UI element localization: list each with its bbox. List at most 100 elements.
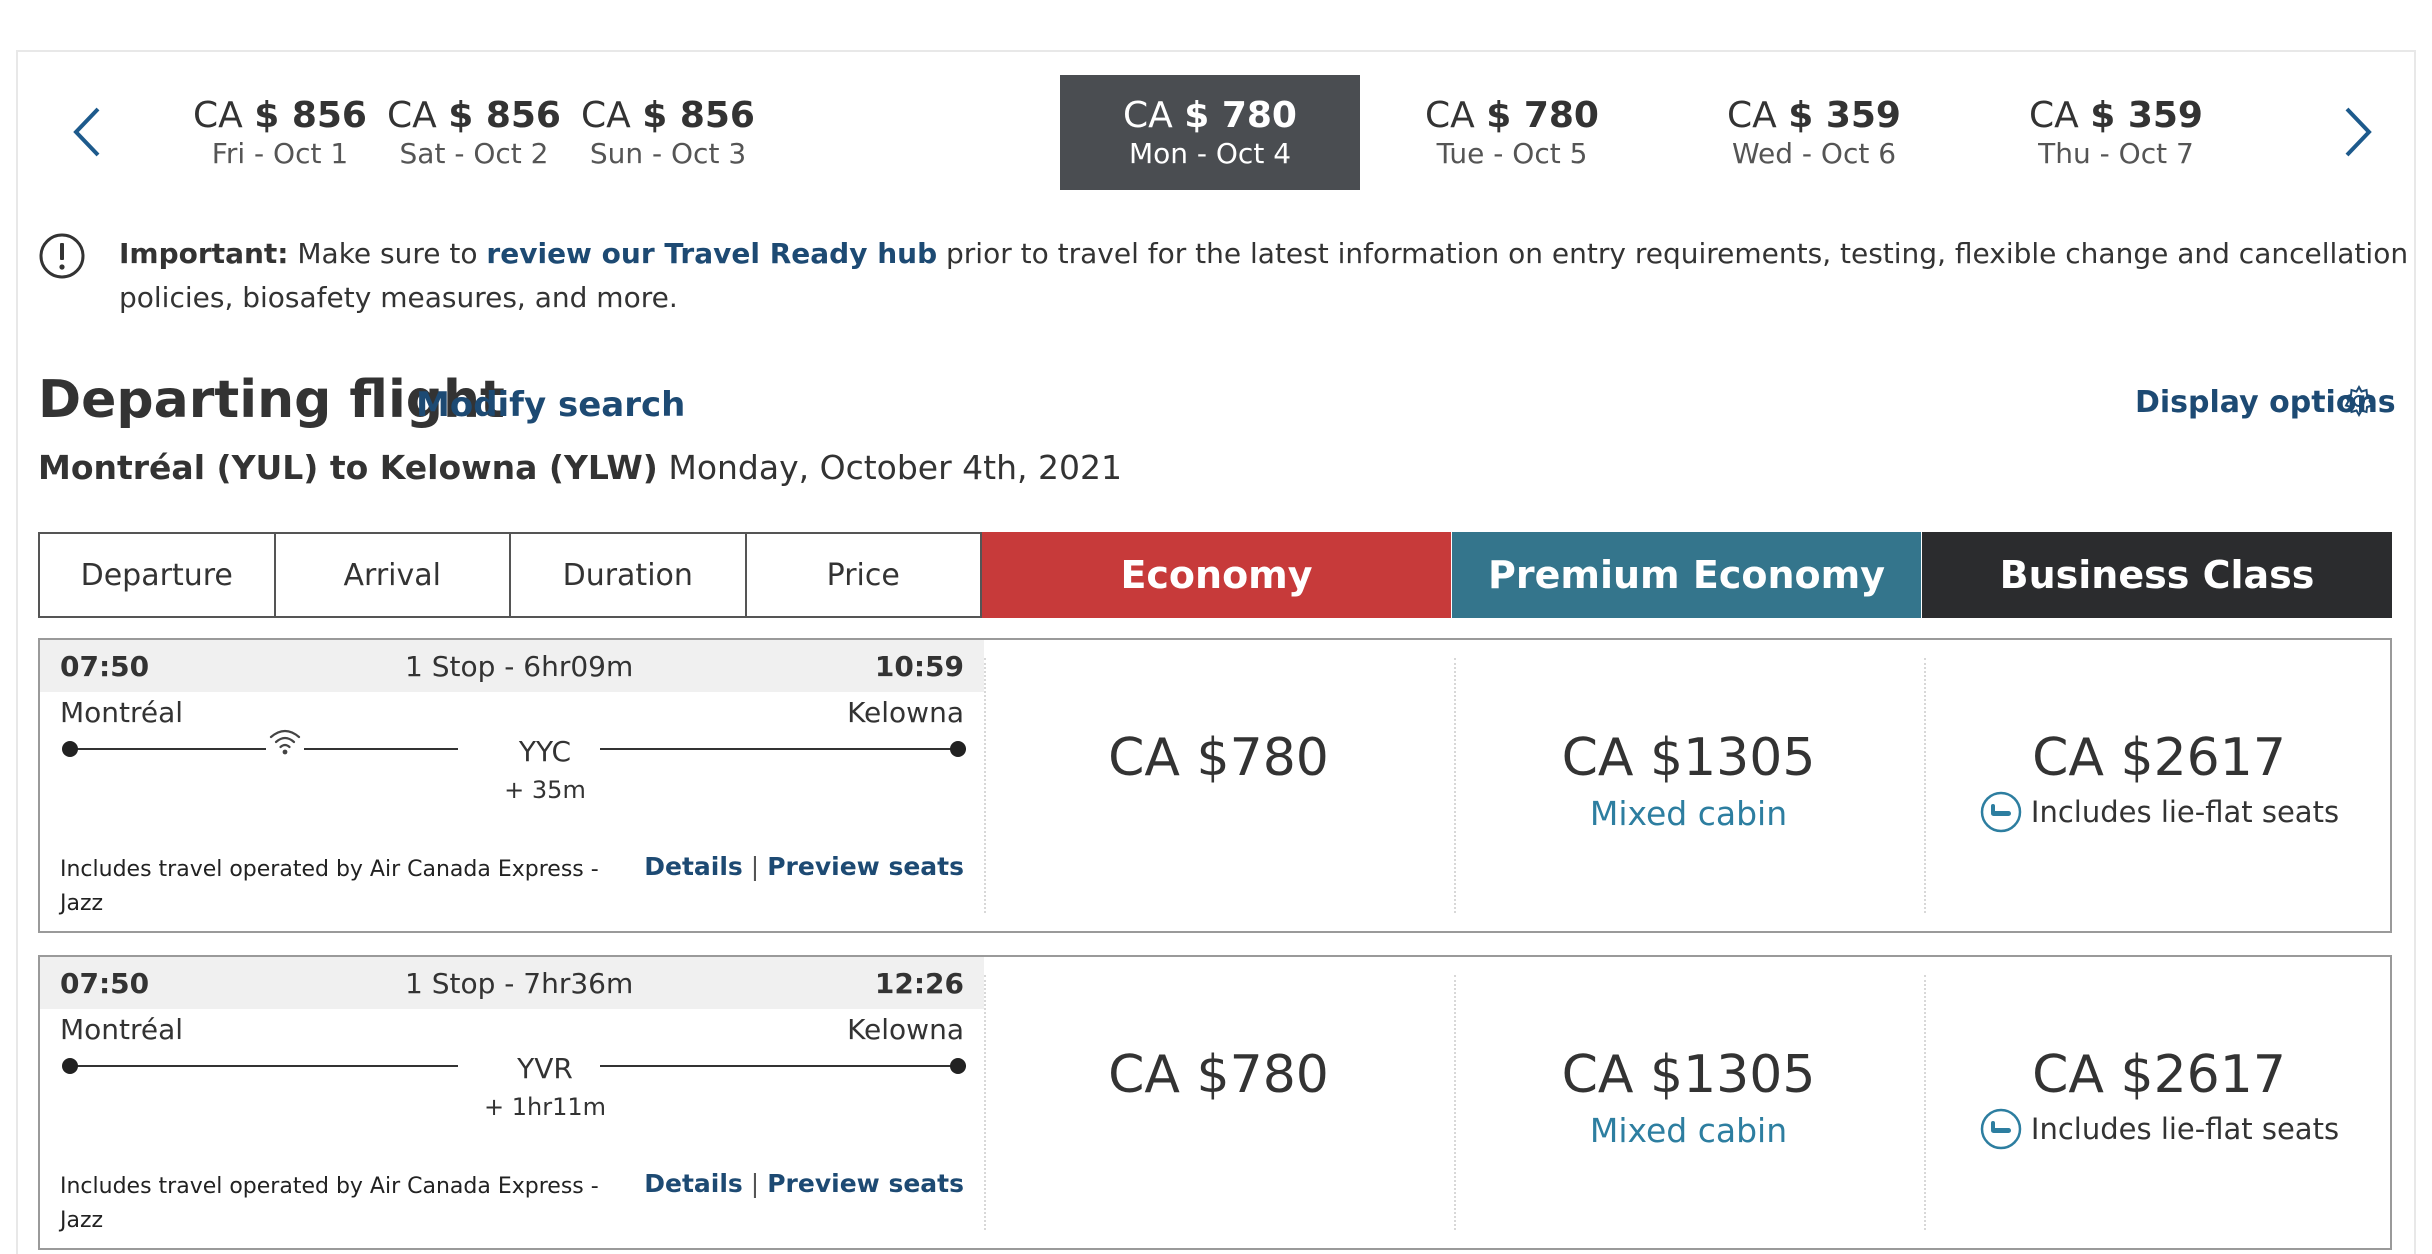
- details-link[interactable]: Details: [644, 1169, 743, 1198]
- notice-label: Important:: [119, 237, 289, 270]
- date-option[interactable]: CA $ 856 Sun - Oct 3: [518, 75, 818, 190]
- notice-text-before: Make sure to: [288, 237, 487, 270]
- link-separator: |: [750, 852, 760, 881]
- operator-note: Includes travel operated by Air Canada E…: [60, 857, 599, 916]
- departure-time: 07:50: [60, 650, 150, 683]
- sort-duration-button[interactable]: Duration: [511, 534, 747, 616]
- cabin-header-business[interactable]: Business Class: [1922, 532, 2392, 618]
- route-summary: Montréal (YUL) to Kelowna (YLW) Monday, …: [38, 448, 1122, 487]
- cabin-header-premium-economy[interactable]: Premium Economy: [1452, 532, 1921, 618]
- lie-flat-seat-icon: [1980, 791, 2022, 833]
- operator-note: Includes travel operated by Air Canada E…: [60, 1174, 599, 1233]
- flight-summary-bar: [40, 640, 984, 692]
- fare-price: CA $2617: [2032, 728, 2286, 788]
- sort-arrival-button[interactable]: Arrival: [276, 534, 511, 616]
- sort-price-button[interactable]: Price: [826, 557, 900, 593]
- route-line: [600, 748, 966, 750]
- date-label: Fri - Oct 1: [211, 137, 349, 170]
- lie-flat-label: Includes lie-flat seats: [2030, 795, 2340, 829]
- page-title: Departing flight: [38, 370, 505, 430]
- arrival-time: 10:59: [874, 650, 964, 683]
- fare-price: CA $1305: [1561, 728, 1816, 788]
- results-panel: [16, 50, 2416, 1254]
- lie-flat-note: Includes lie-flat seats: [1979, 1107, 2339, 1151]
- layover-duration: + 1hr11m: [483, 1093, 606, 1121]
- chevron-right-icon: [2345, 107, 2372, 157]
- date-price: CA $ 359: [2029, 95, 2203, 136]
- travel-ready-link[interactable]: review our Travel Ready hub: [486, 237, 938, 270]
- date-price: CA $ 856: [193, 95, 367, 136]
- fare-economy[interactable]: CA $780: [984, 957, 1453, 1248]
- destination-city: Kelowna: [847, 1013, 964, 1046]
- route-cities: Montréal (YUL) to Kelowna (YLW): [38, 448, 658, 487]
- sort-departure-button[interactable]: Departure: [40, 534, 276, 616]
- fare-business[interactable]: CA $2617 Includes lie-flat seats: [1924, 957, 2394, 1248]
- date-label: Mon - Oct 4: [1128, 137, 1292, 170]
- flight-links: Details | Preview seats: [644, 1169, 964, 1198]
- date-option[interactable]: CA $ 359 Wed - Oct 6: [1664, 75, 1964, 190]
- next-dates-button[interactable]: [2325, 97, 2385, 167]
- destination-city: Kelowna: [847, 696, 964, 729]
- preview-seats-link[interactable]: Preview seats: [767, 852, 964, 881]
- fare-price: CA $1305: [1561, 1045, 1816, 1105]
- route-line: [68, 748, 458, 750]
- stops-duration: 1 Stop - 7hr36m: [405, 967, 634, 1000]
- departure-time: 07:50: [60, 967, 150, 1000]
- column-divider: [1454, 658, 1456, 913]
- connection-airport: YYC: [518, 735, 572, 768]
- origin-dot: [62, 741, 78, 757]
- column-divider: [1454, 975, 1456, 1230]
- date-label: Wed - Oct 6: [1731, 137, 1897, 170]
- date-label: Tue - Oct 5: [1436, 137, 1588, 170]
- date-label: Sat - Oct 2: [399, 137, 549, 170]
- wifi-icon: [266, 726, 304, 756]
- date-option[interactable]: CA $ 780 Tue - Oct 5: [1362, 75, 1662, 190]
- fare-economy[interactable]: CA $780: [984, 640, 1453, 931]
- fare-price: CA $780: [1108, 728, 1329, 788]
- fare-business[interactable]: CA $2617 Includes lie-flat seats: [1924, 640, 2394, 931]
- date-price: CA $ 780: [1425, 95, 1599, 136]
- flight-links: Details | Preview seats: [644, 852, 964, 881]
- connection-airport: YVR: [517, 1052, 573, 1085]
- modify-search-link[interactable]: Modify search: [416, 385, 686, 425]
- notice-text-after: prior to travel for the latest informati…: [119, 237, 2409, 314]
- prev-dates-button[interactable]: [60, 97, 120, 167]
- travel-date: Monday, October 4th, 2021: [668, 448, 1122, 487]
- link-separator: |: [750, 1169, 760, 1198]
- fare-price: CA $780: [1108, 1045, 1329, 1105]
- date-option-selected[interactable]: CA $ 780 Mon - Oct 4: [1060, 75, 1360, 190]
- lie-flat-note: Includes lie-flat seats: [1979, 790, 2339, 834]
- date-price: CA $ 856: [581, 95, 755, 136]
- lie-flat-label: Includes lie-flat seats: [2030, 1112, 2340, 1146]
- date-option[interactable]: CA $ 359 Thu - Oct 7: [1966, 75, 2266, 190]
- date-label: Sun - Oct 3: [589, 137, 747, 170]
- date-carousel: CA $ 856 Fri - Oct 1 CA $ 856 Sat - Oct …: [60, 75, 2390, 190]
- date-option[interactable]: CA $ 856 Sat - Oct 2: [324, 75, 624, 190]
- arrival-time: 12:26: [874, 967, 964, 1000]
- date-label: Thu - Oct 7: [2038, 137, 2194, 170]
- flight-row: 07:50 1 Stop - 7hr36m 12:26 Montréal Kel…: [38, 955, 2392, 1250]
- column-divider: [984, 658, 986, 913]
- date-option[interactable]: CA $ 856 Fri - Oct 1: [130, 75, 430, 190]
- flight-info: 07:50 1 Stop - 6hr09m 10:59 Montréal Kel…: [40, 640, 984, 931]
- cabin-header-economy[interactable]: Economy: [982, 532, 1451, 618]
- notice-text: Important: Make sure to review our Trave…: [119, 232, 2409, 320]
- fare-premium-economy[interactable]: CA $1305 Mixed cabin: [1454, 640, 1923, 931]
- fare-premium-economy[interactable]: CA $1305 Mixed cabin: [1454, 957, 1923, 1248]
- mixed-cabin-note: Mixed cabin: [1589, 1111, 1788, 1150]
- origin-dot: [62, 1058, 78, 1074]
- origin-city: Montréal: [60, 1013, 184, 1046]
- column-divider: [1924, 975, 1926, 1230]
- column-divider: [984, 975, 986, 1230]
- chevron-left-icon: [73, 107, 100, 157]
- flight-row: 07:50 1 Stop - 6hr09m 10:59 Montréal Kel…: [38, 638, 2392, 933]
- details-link[interactable]: Details: [644, 852, 743, 881]
- mixed-cabin-note: Mixed cabin: [1589, 794, 1788, 833]
- destination-dot: [950, 1058, 966, 1074]
- route-line: [68, 1065, 458, 1067]
- sort-bar: Departure Arrival Duration Price: [38, 532, 982, 618]
- column-divider: [1924, 658, 1926, 913]
- gear-icon[interactable]: [2342, 384, 2376, 418]
- fare-price: CA $2617: [2032, 1045, 2286, 1105]
- preview-seats-link[interactable]: Preview seats: [767, 1169, 964, 1198]
